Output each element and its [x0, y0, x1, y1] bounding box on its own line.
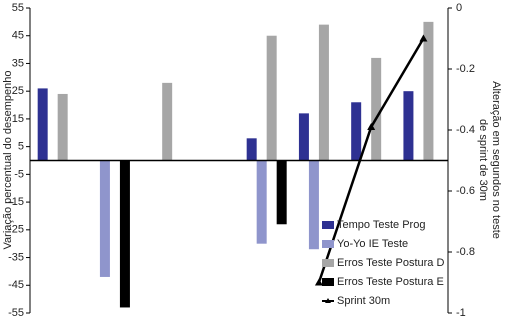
y-tick-label: 25 [12, 85, 24, 97]
y-tick-label: 45 [12, 30, 24, 42]
y2-tick-label: -1 [456, 307, 466, 319]
y2-tick-label: 0 [456, 2, 462, 14]
legend-label: Tempo Teste Prog [337, 219, 425, 231]
legend-swatch [322, 259, 334, 267]
y-tick-label: -55 [8, 307, 24, 319]
legend-swatch [322, 278, 334, 286]
y-tick-label: 5 [18, 141, 24, 153]
bar [318, 24, 329, 161]
bar [246, 138, 257, 161]
y-tick-label: -25 [8, 224, 24, 236]
bar [371, 57, 382, 161]
y-tick-label: -35 [8, 251, 24, 263]
y-tick-label: -45 [8, 279, 24, 291]
y2-tick-label: -0.4 [456, 124, 475, 136]
legend-label: Erros Teste Postura D [337, 257, 444, 269]
bar [119, 160, 130, 308]
y2-tick-label: -0.2 [456, 63, 475, 75]
line-marker [314, 278, 323, 286]
y2-tick-label: -0.8 [456, 246, 475, 258]
bar [351, 102, 362, 161]
bar [57, 93, 68, 161]
bar [308, 160, 319, 250]
y-tick-label: -5 [14, 168, 24, 180]
bar [276, 160, 287, 225]
bar [256, 160, 267, 244]
bar [99, 160, 110, 277]
bar [162, 82, 173, 161]
y2-axis-label: Alteração em segundos no testede sprint … [477, 81, 502, 239]
bar [37, 88, 48, 161]
line-marker [367, 122, 376, 130]
bar [403, 91, 414, 161]
legend-label: Yo-Yo IE Teste [337, 238, 408, 250]
y-tick-label: -15 [8, 196, 24, 208]
y2-tick-label: -0.6 [456, 185, 475, 197]
y-tick-label: 35 [12, 57, 24, 69]
legend-label: Erros Teste Postura E [337, 276, 444, 288]
y-axis-label: Variação percentual do desempenho [2, 71, 14, 250]
bar [266, 35, 277, 161]
line-marker [419, 34, 428, 42]
legend-swatch [322, 221, 334, 229]
legend-label: Sprint 30m [337, 295, 390, 307]
y-tick-label: 15 [12, 113, 24, 125]
legend-swatch [322, 240, 334, 248]
bar [423, 21, 434, 161]
legend-marker [325, 298, 331, 303]
bar [298, 113, 309, 161]
y-tick-label: 55 [12, 2, 24, 14]
